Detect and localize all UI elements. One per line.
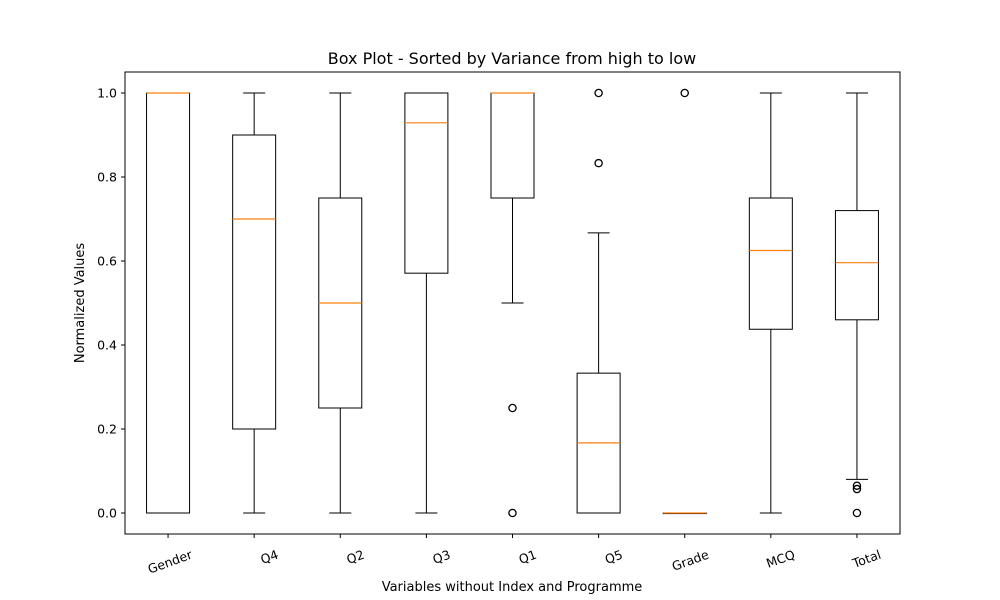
iqr-box <box>146 92 191 514</box>
y-axis-label: Normalized Values <box>73 243 88 364</box>
x-axis-label: Variables without Index and Programme <box>382 580 643 595</box>
x-tick-label: Q2 <box>344 547 366 567</box>
iqr-box <box>490 92 535 199</box>
outlier-point <box>852 508 862 518</box>
y-tick-label: 0.4 <box>97 338 117 353</box>
chart-title: Box Plot - Sorted by Variance from high … <box>328 49 696 68</box>
x-axis: Gender Q4 Q2 Q3 Q1 Q5 Grade MCQ Total <box>146 534 883 577</box>
y-tick-label: 0.0 <box>97 506 117 521</box>
iqr-box <box>748 197 793 330</box>
box-group-q5 <box>576 88 621 514</box>
x-tick-label: Gender <box>146 546 195 576</box>
y-tick-label: 1.0 <box>97 86 117 101</box>
box-group-q2 <box>318 92 363 514</box>
iqr-box <box>232 134 277 430</box>
x-tick-label: Q5 <box>603 547 625 567</box>
box-group-grade <box>662 88 707 515</box>
box-group-q4 <box>232 92 277 514</box>
plot-area <box>146 88 879 518</box>
outlier-point <box>508 403 517 413</box>
box-group-gender <box>146 92 191 514</box>
x-tick-label: Grade <box>670 547 711 574</box>
x-tick-label: Q1 <box>517 547 539 567</box>
outlier-point <box>680 88 689 98</box>
outlier-point <box>852 481 862 490</box>
iqr-box <box>834 210 879 321</box>
box-group-total <box>834 92 879 518</box>
x-tick-label: Q3 <box>431 547 453 567</box>
y-tick-label: 0.6 <box>97 254 117 269</box>
iqr-box <box>404 92 449 274</box>
box-group-q1 <box>490 92 535 518</box>
outlier-point <box>594 88 603 98</box>
outlier-point <box>594 158 603 168</box>
y-tick-label: 0.2 <box>97 422 117 437</box>
outlier-point <box>508 508 517 518</box>
x-tick-label: MCQ <box>764 547 797 571</box>
y-tick-label: 0.8 <box>97 170 117 185</box>
outlier-point <box>852 484 862 494</box>
box-group-mcq <box>748 92 793 514</box>
box-group-q3 <box>404 92 449 514</box>
y-axis: 0.0 0.2 0.4 0.6 0.8 1.0 <box>97 86 125 521</box>
x-tick-label: Q4 <box>258 547 280 567</box>
x-tick-label: Total <box>849 547 883 571</box>
